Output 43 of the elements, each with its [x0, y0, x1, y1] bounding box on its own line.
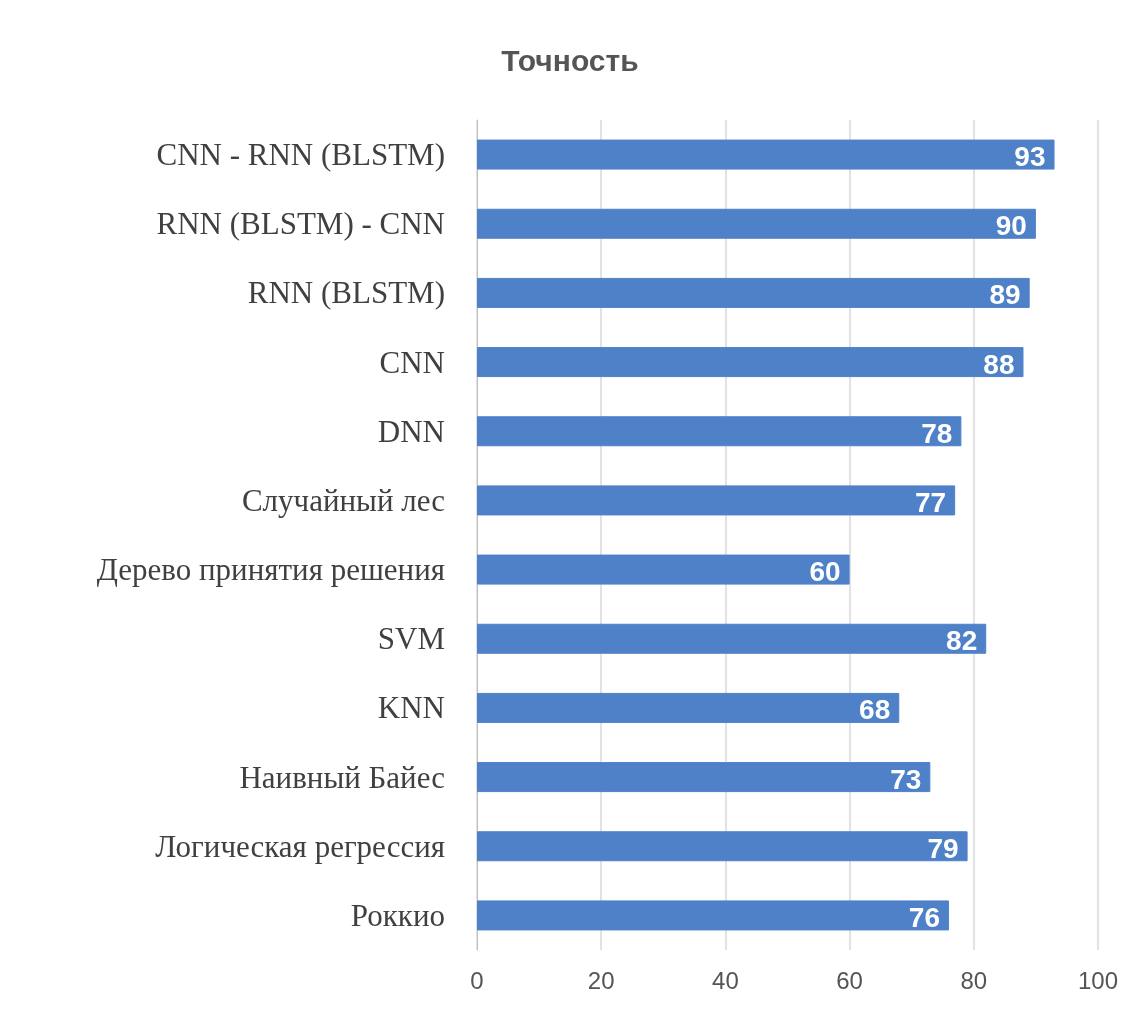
data-label: 76	[908, 901, 940, 933]
x-tick-label: 0	[470, 966, 484, 994]
bar	[477, 347, 1024, 378]
y-tick-label: Логическая регрессия	[155, 828, 445, 864]
bar	[477, 208, 1036, 239]
x-tick-label: 40	[712, 966, 739, 994]
data-label: 90	[995, 210, 1027, 242]
bar	[477, 900, 949, 931]
x-tick-label: 100	[1077, 966, 1119, 994]
data-label: 77	[915, 486, 947, 518]
y-tick-label: SVM	[377, 621, 445, 657]
y-tick-label: Дерево принятия решения	[96, 552, 445, 588]
y-tick-label: RNN (BLSTM) - CNN	[156, 206, 445, 242]
bar	[477, 416, 962, 447]
bar	[477, 623, 987, 654]
data-label: 60	[809, 556, 841, 588]
y-tick-label: RNN (BLSTM)	[247, 275, 445, 311]
y-tick-label: Роккио	[350, 897, 445, 933]
y-tick-label: CNN	[379, 344, 445, 380]
bar	[477, 485, 956, 516]
bar	[477, 762, 931, 793]
bar	[477, 554, 850, 585]
y-tick-label: CNN - RNN (BLSTM)	[156, 137, 445, 173]
x-tick-label: 60	[836, 966, 863, 994]
data-label: 82	[946, 625, 978, 657]
data-label: 93	[1014, 141, 1046, 173]
y-tick-label: Наивный Байес	[239, 759, 445, 795]
y-tick-label: Случайный лес	[241, 482, 445, 518]
bar	[477, 277, 1030, 308]
y-tick-label: DNN	[377, 413, 445, 449]
data-label: 88	[983, 348, 1015, 380]
data-label: 73	[890, 763, 922, 795]
data-label: 89	[989, 279, 1021, 311]
y-tick-label: KNN	[377, 690, 445, 726]
bar	[477, 831, 968, 862]
data-label: 79	[927, 832, 959, 864]
data-label: 78	[921, 417, 953, 449]
x-tick-label: 80	[960, 966, 988, 994]
bar	[477, 139, 1055, 170]
x-tick-label: 20	[587, 966, 615, 994]
bar	[477, 692, 900, 723]
chart-title: Точность	[501, 43, 639, 77]
data-label: 68	[859, 694, 891, 726]
